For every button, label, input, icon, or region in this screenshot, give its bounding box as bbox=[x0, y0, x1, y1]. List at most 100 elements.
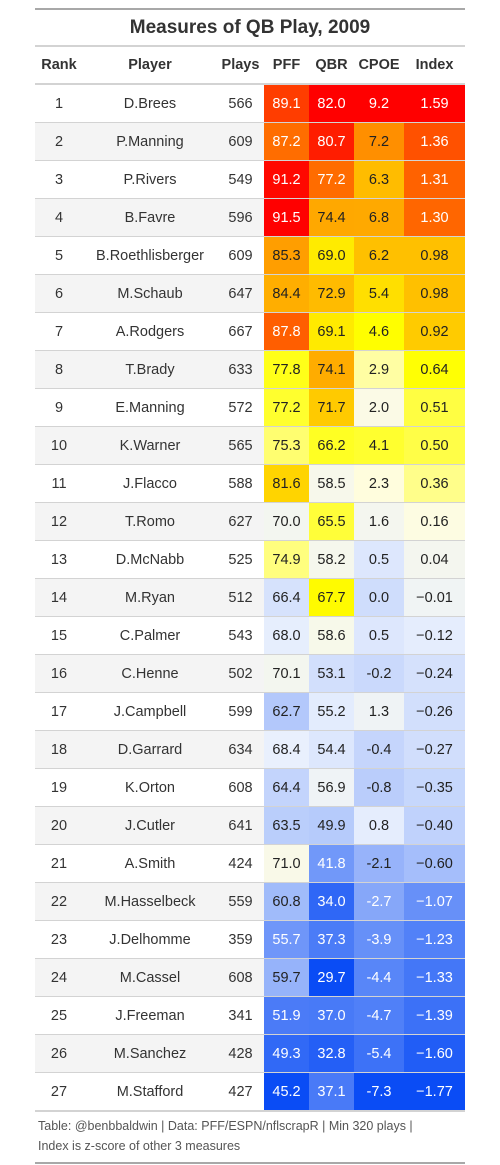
cell-rank: 14 bbox=[35, 578, 83, 617]
cell-plays: 641 bbox=[217, 806, 264, 845]
cell-cpoe: -2.1 bbox=[354, 844, 404, 883]
cell-player: D.McNabb bbox=[83, 540, 217, 579]
cell-player: M.Stafford bbox=[83, 1072, 217, 1110]
cell-cpoe: 2.9 bbox=[354, 350, 404, 389]
cell-index: −0.27 bbox=[404, 730, 465, 769]
cell-cpoe: 0.5 bbox=[354, 616, 404, 655]
cell-rank: 11 bbox=[35, 464, 83, 503]
cell-pff: 89.1 bbox=[264, 84, 309, 123]
cell-plays: 608 bbox=[217, 958, 264, 997]
cell-index: 1.30 bbox=[404, 198, 465, 237]
qb-table-card: Measures of QB Play, 2009 Rank Player Pl… bbox=[35, 8, 465, 1164]
cell-pff: 62.7 bbox=[264, 692, 309, 731]
cell-qbr: 82.0 bbox=[309, 84, 354, 123]
cell-index: 0.98 bbox=[404, 236, 465, 275]
cell-cpoe: -2.7 bbox=[354, 882, 404, 921]
cell-index: 0.51 bbox=[404, 388, 465, 427]
cell-player: C.Palmer bbox=[83, 616, 217, 655]
cell-index: −1.23 bbox=[404, 920, 465, 959]
cell-player: E.Manning bbox=[83, 388, 217, 427]
cell-player: B.Roethlisberger bbox=[83, 236, 217, 275]
cell-rank: 10 bbox=[35, 426, 83, 465]
cell-rank: 5 bbox=[35, 236, 83, 275]
cell-pff: 84.4 bbox=[264, 274, 309, 313]
cell-plays: 427 bbox=[217, 1072, 264, 1110]
cell-rank: 4 bbox=[35, 198, 83, 237]
cell-qbr: 74.1 bbox=[309, 350, 354, 389]
cell-rank: 20 bbox=[35, 806, 83, 845]
cell-rank: 27 bbox=[35, 1072, 83, 1110]
cell-qbr: 29.7 bbox=[309, 958, 354, 997]
cell-index: 1.31 bbox=[404, 160, 465, 199]
cell-cpoe: 4.1 bbox=[354, 426, 404, 465]
cell-index: −0.26 bbox=[404, 692, 465, 731]
table-row: 26 M.Sanchez 428 49.3 32.8 -5.4 −1.60 bbox=[35, 1034, 465, 1073]
cell-qbr: 58.5 bbox=[309, 464, 354, 503]
table-row: 3 P.Rivers 549 91.2 77.2 6.3 1.31 bbox=[35, 160, 465, 199]
cell-cpoe: 2.0 bbox=[354, 388, 404, 427]
cell-cpoe: -4.4 bbox=[354, 958, 404, 997]
table-body: 1 D.Brees 566 89.1 82.0 9.2 1.59 2 P.Manning 609 8… bbox=[35, 84, 465, 1110]
cell-rank: 12 bbox=[35, 502, 83, 541]
footnote-line-1: Table: @benbbaldwin | Data: PFF/ESPN/nfl… bbox=[38, 1119, 413, 1133]
cell-player: J.Flacco bbox=[83, 464, 217, 503]
cell-cpoe: -7.3 bbox=[354, 1072, 404, 1110]
cell-qbr: 55.2 bbox=[309, 692, 354, 731]
cell-player: M.Schaub bbox=[83, 274, 217, 313]
cell-rank: 7 bbox=[35, 312, 83, 351]
cell-cpoe: 4.6 bbox=[354, 312, 404, 351]
cell-rank: 15 bbox=[35, 616, 83, 655]
table-row: 14 M.Ryan 512 66.4 67.7 0.0 −0.01 bbox=[35, 578, 465, 617]
cell-cpoe: -0.4 bbox=[354, 730, 404, 769]
cell-plays: 341 bbox=[217, 996, 264, 1035]
cell-qbr: 53.1 bbox=[309, 654, 354, 693]
cell-player: M.Sanchez bbox=[83, 1034, 217, 1073]
cell-rank: 22 bbox=[35, 882, 83, 921]
table-row: 9 E.Manning 572 77.2 71.7 2.0 0.51 bbox=[35, 388, 465, 427]
cell-index: 0.64 bbox=[404, 350, 465, 389]
cell-rank: 8 bbox=[35, 350, 83, 389]
cell-index: 0.92 bbox=[404, 312, 465, 351]
cell-qbr: 80.7 bbox=[309, 122, 354, 161]
cell-index: −1.39 bbox=[404, 996, 465, 1035]
cell-plays: 599 bbox=[217, 692, 264, 731]
cell-index: 0.16 bbox=[404, 502, 465, 541]
table-row: 23 J.Delhomme 359 55.7 37.3 -3.9 −1.23 bbox=[35, 920, 465, 959]
cell-cpoe: 9.2 bbox=[354, 84, 404, 123]
col-header-cpoe: CPOE bbox=[354, 47, 404, 85]
table-row: 20 J.Cutler 641 63.5 49.9 0.8 −0.40 bbox=[35, 806, 465, 845]
cell-cpoe: 6.3 bbox=[354, 160, 404, 199]
table-row: 7 A.Rodgers 667 87.8 69.1 4.6 0.92 bbox=[35, 312, 465, 351]
cell-rank: 13 bbox=[35, 540, 83, 579]
table-row: 15 C.Palmer 543 68.0 58.6 0.5 −0.12 bbox=[35, 616, 465, 655]
cell-cpoe: -0.2 bbox=[354, 654, 404, 693]
cell-rank: 26 bbox=[35, 1034, 83, 1073]
cell-player: T.Romo bbox=[83, 502, 217, 541]
cell-plays: 572 bbox=[217, 388, 264, 427]
cell-cpoe: 6.8 bbox=[354, 198, 404, 237]
cell-cpoe: 1.6 bbox=[354, 502, 404, 541]
cell-player: A.Rodgers bbox=[83, 312, 217, 351]
cell-plays: 502 bbox=[217, 654, 264, 693]
table-row: 18 D.Garrard 634 68.4 54.4 -0.4 −0.27 bbox=[35, 730, 465, 769]
cell-qbr: 49.9 bbox=[309, 806, 354, 845]
cell-index: −1.60 bbox=[404, 1034, 465, 1073]
cell-index: −1.77 bbox=[404, 1072, 465, 1110]
cell-plays: 559 bbox=[217, 882, 264, 921]
cell-qbr: 74.4 bbox=[309, 198, 354, 237]
table-row: 4 B.Favre 596 91.5 74.4 6.8 1.30 bbox=[35, 198, 465, 237]
cell-pff: 70.1 bbox=[264, 654, 309, 693]
cell-qbr: 71.7 bbox=[309, 388, 354, 427]
cell-plays: 543 bbox=[217, 616, 264, 655]
table-row: 27 M.Stafford 427 45.2 37.1 -7.3 −1.77 bbox=[35, 1072, 465, 1110]
cell-cpoe: 0.5 bbox=[354, 540, 404, 579]
cell-player: J.Delhomme bbox=[83, 920, 217, 959]
cell-qbr: 69.0 bbox=[309, 236, 354, 275]
cell-player: J.Freeman bbox=[83, 996, 217, 1035]
cell-pff: 91.2 bbox=[264, 160, 309, 199]
cell-pff: 60.8 bbox=[264, 882, 309, 921]
cell-player: M.Hasselbeck bbox=[83, 882, 217, 921]
cell-rank: 25 bbox=[35, 996, 83, 1035]
cell-rank: 1 bbox=[54, 95, 64, 112]
cell-pff: 63.5 bbox=[264, 806, 309, 845]
